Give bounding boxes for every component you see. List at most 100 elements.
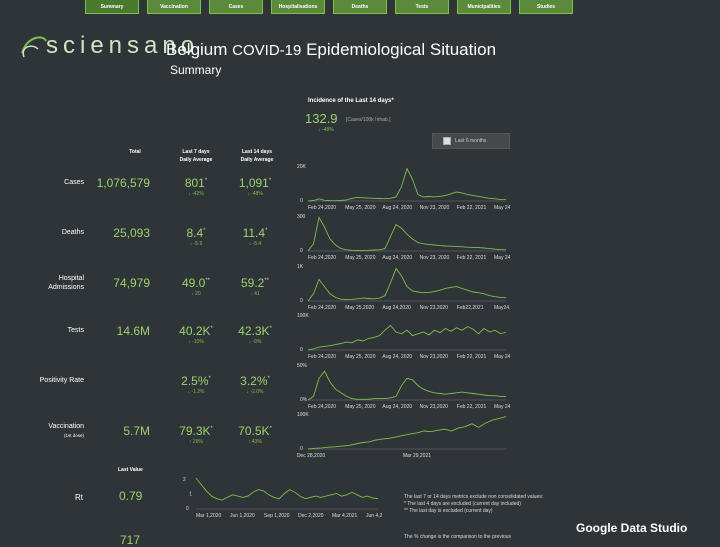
nav-studies[interactable]: Studies [519, 0, 573, 14]
avg7-value: 49.0 [181, 276, 206, 290]
x-tick-label: May 25, 2020 [345, 205, 376, 210]
x-tick-label: May24,2021 [494, 305, 510, 310]
col-last14: Last 14 days Daily Average [227, 148, 287, 164]
x-tick-label: May 24, 2021 [494, 255, 510, 260]
avg14-value: 70.5K [238, 424, 270, 438]
rt-sparkline: 2 1 0 Mar 1,2020 Jun 1,2020 Sep 1,2020 Dec 2,2… [183, 477, 382, 518]
x-tick-label: May 25, 2020 [345, 354, 376, 359]
avg14-value: 3.2% [240, 374, 268, 388]
col-last7: Last 7 days Daily Average [166, 148, 226, 164]
checkbox-icon[interactable] [443, 137, 451, 145]
sparkline-chart: 300 0 Feb 24,2020 May 25, 2020 Aug 24, 2020 N… [297, 214, 510, 260]
incidence-unit: [Cases/100k Inhab.] [346, 117, 391, 123]
x-tick-label: Nov 23, 2020 [420, 205, 450, 210]
row-total: 14.6M [116, 324, 150, 338]
avg7-footnote-mark: ** [205, 278, 211, 284]
y-tick-mid: 1 [189, 492, 192, 498]
series-line [307, 216, 507, 252]
x-tick-label: Jun 4,2021 [366, 513, 382, 518]
nav-vaccination[interactable]: Vaccination [147, 0, 201, 14]
nav-tests[interactable]: Tests [395, 0, 449, 14]
avg7-value: 40.2K [179, 324, 211, 338]
row-label-main: Tests [67, 327, 84, 334]
x-tick-label: Mar 29,2021 [403, 453, 431, 458]
x-tick-label: Dec 28,2020 [297, 453, 326, 458]
x-tick-label: Mar 1,2020 [196, 513, 222, 518]
y-tick-bottom: 0 [300, 347, 303, 353]
row-avg14: 59.2** [225, 276, 285, 290]
x-tick-label: Mar 4,2021 [332, 513, 358, 518]
y-tick-top: 100K [297, 412, 309, 418]
col-last14-title: Last 14 days [241, 149, 273, 155]
avg14-value: 11.4 [242, 226, 266, 240]
row-label: Tests [4, 326, 84, 335]
col-last7-sub: Daily Average [179, 157, 213, 163]
row-label: Deaths [4, 228, 84, 237]
nav-hospitalisations[interactable]: Hospitalisations [271, 0, 325, 14]
avg14-value: 42.3K [238, 324, 270, 338]
row-chg14: ↓ -9% [248, 339, 262, 345]
x-tick-label: Nov 23,2020 [420, 305, 449, 310]
row-chg7: ↓ -5.9 [189, 241, 203, 247]
row-chg14: ↑ 43% [248, 439, 262, 445]
title-part-a: Belgium [166, 40, 228, 59]
y-tick-top: 100K [297, 313, 309, 319]
google-data-studio-brand: Google Data Studio [576, 521, 688, 535]
row-avg7: 40.2K* [166, 324, 226, 338]
logo-swirl-icon [21, 36, 47, 58]
row-label-main: Hospital [58, 275, 84, 282]
y-tick-bottom: 0 [300, 298, 303, 304]
row-avg14: 42.3K* [225, 324, 285, 338]
col-last14-sub: Daily Average [240, 157, 274, 163]
avg7-footnote-mark: * [210, 426, 213, 432]
sparkline-chart: 50% 0%Feb 24,2020 May 25, 2020 Aug 24, 2020… [297, 363, 510, 409]
row-total: 1,076,579 [96, 176, 150, 190]
x-tick-label: Jun 1,2020 [230, 513, 255, 518]
x-tick-label: May 24, 2021 [494, 354, 510, 359]
y-tick-top: 20K [297, 164, 307, 170]
title-part-b: COVID-19 [232, 42, 302, 59]
x-tick-label: May 25, 2020 [345, 255, 376, 260]
row-total: 25,093 [113, 226, 150, 240]
row-avg7: 2.5%* [166, 374, 226, 388]
x-tick-label: Aug 24,2020 [382, 305, 411, 310]
note-3: ** The last day is excluded (current day… [404, 508, 493, 514]
series-line [307, 267, 507, 302]
avg14-footnote-mark: ** [264, 278, 270, 284]
y-tick-bottom: 0 [300, 248, 303, 254]
note-1: The last 7 or 14 days metrics exclude no… [404, 494, 544, 500]
nav-municipalities[interactable]: Municipalities [457, 0, 511, 14]
avg14-value: 1,091 [238, 176, 269, 190]
avg7-value: 8.4 [186, 226, 204, 240]
row-chg14: ↓ -5.4 [248, 241, 262, 247]
x-tick-label: Feb 24,2020 [308, 205, 336, 210]
x-tick-label: Feb 24,2020 [308, 354, 336, 359]
row-label-main: Deaths [61, 229, 84, 236]
y-tick-bottom: 0% [300, 397, 308, 403]
page-title: Belgium COVID-19 Epidemiological Situati… [166, 40, 496, 60]
row-label-main: Cases [64, 179, 84, 186]
row-chg7: ↓ 20 [191, 291, 201, 297]
row-avg7: 801* [166, 176, 226, 190]
row-total: 5.7M [123, 424, 150, 438]
sparkline-chart: 100K 0 Feb 24,2020 May 25, 2020 Aug 24, 2020… [297, 313, 510, 359]
last-6-months-toggle[interactable]: Last 6 months [432, 133, 510, 149]
series-line [195, 477, 379, 501]
avg7-footnote-mark: * [210, 326, 213, 332]
nav-summary[interactable]: Summary [85, 0, 139, 14]
page-subtitle: Summary [170, 63, 222, 77]
x-tick-label: Feb 22, 2021 [457, 205, 487, 210]
series-line [307, 416, 507, 450]
row-chg7: ↓ -10% [188, 339, 204, 345]
x-tick-label: May 24, 2021 [494, 205, 510, 210]
nav-cases[interactable]: Cases [209, 0, 263, 14]
row-label-main: Vaccination [48, 423, 84, 430]
next-row-value: 717 [120, 533, 141, 547]
nav-deaths[interactable]: Deaths [333, 0, 387, 14]
series-line [307, 167, 507, 202]
logo-text: sciensano [46, 32, 200, 59]
row-avg14: 11.4* [225, 226, 285, 240]
row-chg14: ↓ -48% [247, 191, 263, 197]
row-chg7: ↑ 29% [189, 439, 203, 445]
